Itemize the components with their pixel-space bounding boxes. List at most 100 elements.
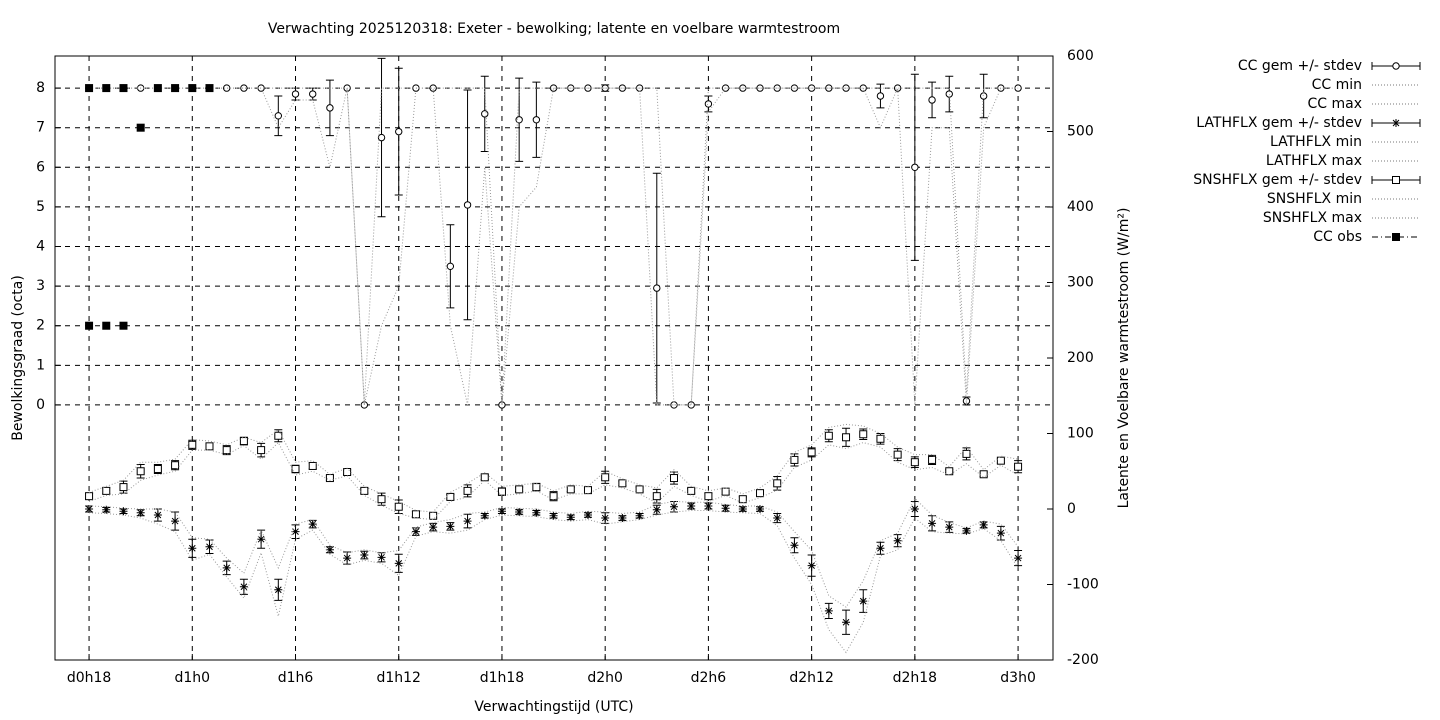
point (601, 473, 610, 482)
point (171, 461, 180, 470)
y2-tick-label: -200 (1067, 652, 1099, 668)
point (308, 520, 317, 529)
y-tick-label: 1 (36, 357, 45, 373)
point (480, 473, 489, 482)
point (377, 133, 386, 142)
point (239, 437, 248, 446)
point (274, 112, 283, 120)
y-axis-label: Bewolkingsgraad (octa) (10, 275, 26, 441)
x-tick-label: d1h18 (480, 670, 524, 686)
point (996, 456, 1005, 465)
legend-marker (1392, 62, 1400, 70)
point (738, 495, 747, 504)
point (773, 514, 782, 523)
point (566, 485, 575, 494)
chart-title: Verwachting 2025120318: Exeter - bewolki… (268, 21, 840, 37)
point (876, 92, 885, 100)
point (239, 582, 248, 591)
point (859, 430, 868, 439)
point (463, 201, 472, 209)
point (171, 84, 180, 93)
legend-label: CC min (1312, 77, 1362, 93)
point (240, 84, 248, 92)
point (85, 505, 94, 513)
point (222, 446, 231, 455)
point (549, 511, 558, 520)
point (153, 84, 162, 93)
point (945, 523, 954, 532)
point (395, 127, 403, 136)
y-tick-label: 2 (36, 318, 45, 334)
point (119, 321, 128, 330)
point (205, 542, 214, 551)
point (429, 523, 438, 532)
point (704, 492, 713, 501)
point (825, 84, 833, 92)
point (652, 492, 661, 501)
point (291, 464, 300, 473)
y-tick-label: 4 (36, 239, 45, 255)
x-tick-label: d2h18 (893, 670, 937, 686)
x-tick-label: d2h12 (789, 670, 833, 686)
point (996, 529, 1005, 538)
y-tick-label: 0 (36, 397, 45, 413)
legend-label: CC obs (1313, 229, 1362, 245)
legend-label: CC max (1307, 96, 1362, 112)
point (721, 487, 730, 496)
legend-marker (1392, 233, 1400, 241)
point (446, 262, 455, 271)
point (962, 449, 971, 458)
legend-marker (1392, 119, 1400, 127)
point (962, 526, 971, 535)
y2-tick-label: -100 (1067, 577, 1099, 593)
y-tick-label: 5 (36, 199, 45, 215)
point (842, 618, 851, 627)
point (309, 90, 317, 98)
point (119, 84, 128, 93)
point (721, 504, 730, 513)
point (102, 84, 111, 93)
point (893, 536, 902, 545)
point (429, 84, 437, 92)
series-line (88, 423, 1019, 513)
point (360, 551, 369, 560)
y2-tick-label: 100 (1067, 426, 1094, 442)
point (669, 502, 678, 511)
point (480, 511, 489, 520)
point (222, 84, 231, 92)
point (463, 486, 472, 495)
point (136, 467, 145, 476)
x-axis-label: Verwachtingstijd (UTC) (474, 699, 633, 715)
point (652, 505, 661, 514)
point (257, 535, 266, 544)
point (153, 464, 162, 473)
y2-tick-label: 600 (1067, 48, 1094, 64)
point (635, 485, 644, 494)
point (910, 505, 919, 513)
point (635, 511, 644, 520)
y2-tick-label: 500 (1067, 124, 1094, 140)
point (446, 492, 455, 501)
point (360, 486, 369, 495)
legend-caps (1371, 119, 1421, 127)
point (222, 563, 231, 572)
legend-marker (1392, 176, 1400, 184)
point (910, 458, 919, 467)
y-tick-label: 3 (36, 278, 45, 294)
x-tick-label: d0h18 (67, 670, 111, 686)
y-tick-label: 8 (36, 80, 45, 96)
point (308, 461, 317, 470)
point (928, 455, 937, 464)
point (188, 544, 197, 553)
point (979, 470, 988, 479)
x-tick-label: d2h0 (587, 670, 623, 686)
point (188, 440, 197, 449)
y2-axis-label: Latente en Voelbare warmtestroom (W/m²) (1116, 208, 1132, 509)
point (893, 84, 902, 92)
point (824, 431, 833, 440)
point (859, 597, 868, 606)
point (85, 492, 94, 501)
y2-tick-label: 400 (1067, 199, 1094, 215)
